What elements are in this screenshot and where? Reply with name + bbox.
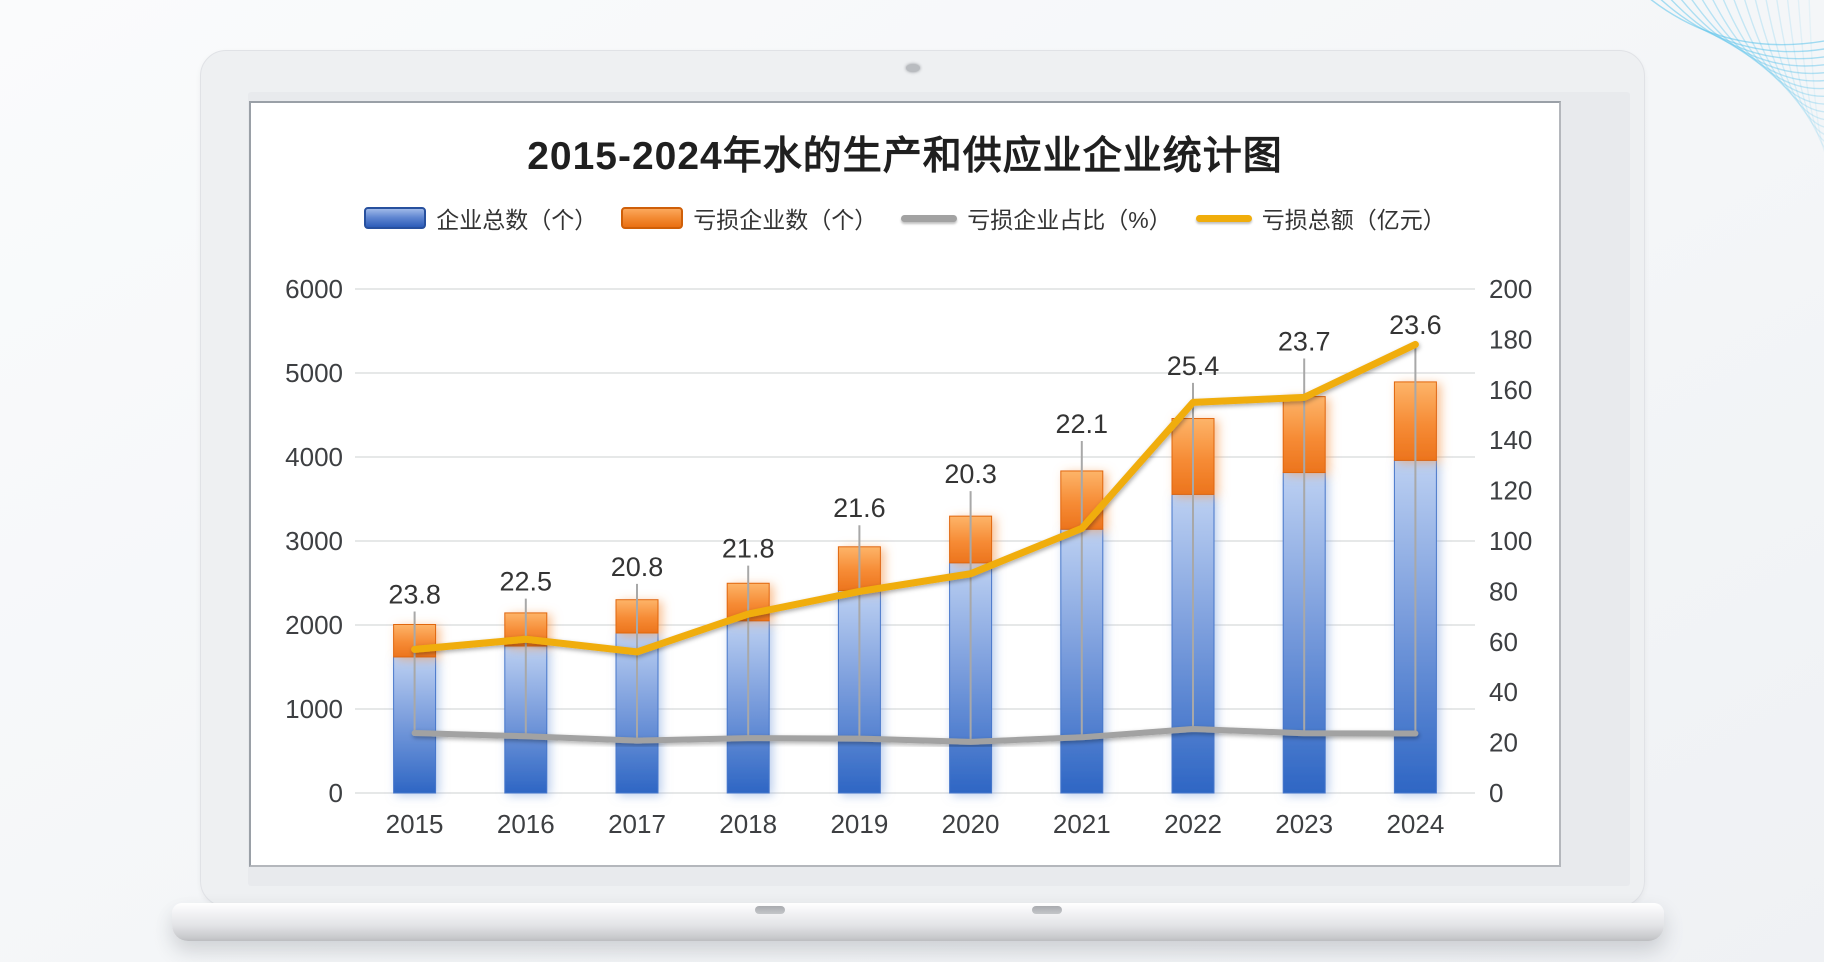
bar-orange-swatch-icon (621, 207, 684, 229)
ratio-data-label: 22.1 (1056, 409, 1109, 439)
legend-item-loss-enterprises: 亏损企业数（个） (621, 201, 877, 235)
ratio-data-label: 22.5 (500, 567, 553, 597)
corner-accent-curve (1670, 0, 1824, 60)
x-axis-tick-label: 2022 (1164, 809, 1222, 839)
corner-accent-curve (1691, 0, 1824, 75)
bar-blue-swatch-icon (364, 207, 427, 229)
line-yellow-swatch-icon (1195, 214, 1252, 222)
corner-accent-curve (1786, 0, 1824, 142)
x-axis-tick-label: 2021 (1053, 809, 1111, 839)
laptop-camera-icon (906, 64, 920, 72)
corner-accent-curve (1722, 0, 1824, 97)
left-axis-tick-label: 1000 (285, 694, 343, 724)
legend-item-loss-ratio: 亏损企业占比（%） (901, 201, 1172, 235)
right-axis-tick-label: 40 (1489, 677, 1518, 707)
right-axis-tick-label: 120 (1489, 476, 1532, 506)
corner-accent-curve (1797, 0, 1824, 148)
corner-accent-curve (1660, 0, 1824, 53)
legend-item-total-enterprises: 企业总数（个） (364, 201, 597, 235)
left-axis-tick-label: 2000 (285, 610, 343, 640)
left-axis-tick-label: 6000 (285, 274, 343, 304)
line-gray-swatch-icon (901, 214, 958, 222)
x-axis-tick-label: 2019 (830, 809, 888, 839)
right-axis-tick-label: 100 (1489, 526, 1532, 556)
right-axis-tick-label: 180 (1489, 324, 1532, 354)
ratio-data-label: 23.8 (388, 579, 441, 609)
x-axis-tick-label: 2020 (942, 809, 1000, 839)
corner-accent-curve (1680, 0, 1824, 67)
right-axis-tick-label: 0 (1489, 778, 1503, 808)
ratio-data-label: 20.8 (611, 552, 664, 582)
ratio-data-label: 25.4 (1167, 351, 1220, 381)
corner-accent-curve (1744, 0, 1824, 113)
chart-legend: 企业总数（个） 亏损企业数（个） 亏损企业占比（%） 亏损总额（亿元） (251, 201, 1559, 235)
legend-label: 亏损总额（亿元） (1261, 207, 1446, 233)
corner-accent-curve (1754, 0, 1824, 121)
right-axis-tick-label: 140 (1489, 425, 1532, 455)
left-axis-tick-label: 0 (329, 778, 343, 808)
x-axis-tick-label: 2015 (386, 809, 444, 839)
legend-label: 企业总数（个） (436, 207, 598, 233)
chart-title: 2015-2024年水的生产和供应业企业统计图 (527, 135, 1283, 178)
laptop-hinge-notch-right (1032, 906, 1062, 914)
x-axis-tick-label: 2018 (719, 809, 777, 839)
corner-accent-curve (1712, 0, 1824, 90)
left-axis-tick-label: 4000 (285, 442, 343, 472)
chart-panel: 6000 5000 4000 3000 2000 1000 0 200 180 160 140 120… (249, 101, 1561, 867)
x-axis-tick-label: 2023 (1275, 809, 1333, 839)
legend-label: 亏损企业数（个） (693, 207, 878, 233)
ratio-data-label: 23.7 (1278, 326, 1331, 356)
corner-accent-curve (1776, 0, 1824, 135)
right-axis-tick-label: 20 (1489, 728, 1518, 758)
corner-accent-curve (1733, 0, 1824, 105)
corner-accent-curve (1808, 0, 1824, 152)
x-axis-tick-label: 2017 (608, 809, 666, 839)
chart-plot-area: 6000500040003000200010000200180160140120… (285, 274, 1532, 839)
left-axis-tick-label: 5000 (285, 358, 343, 388)
loss-total-line (411, 340, 1419, 656)
ratio-data-label: 21.8 (722, 534, 775, 564)
corner-accent-curve (1701, 0, 1824, 82)
left-axis-tick-label: 3000 (285, 526, 343, 556)
right-axis-tick-label: 200 (1489, 274, 1532, 304)
right-axis-tick-label: 160 (1489, 375, 1532, 405)
loss-ratio-line (411, 725, 1419, 745)
ratio-data-label: 21.6 (833, 493, 886, 523)
corner-accent-curve (1650, 0, 1824, 46)
x-axis-tick-label: 2016 (497, 809, 555, 839)
x-axis-tick-label: 2024 (1386, 809, 1444, 839)
legend-item-loss-total: 亏损总额（亿元） (1195, 201, 1446, 235)
laptop-hinge-notch-left (755, 906, 785, 914)
legend-label: 亏损企业占比（%） (967, 207, 1172, 233)
ratio-data-label: 23.6 (1389, 310, 1442, 340)
right-axis-tick-label: 60 (1489, 627, 1518, 657)
corner-accent-curve (1765, 0, 1824, 128)
right-axis-tick-label: 80 (1489, 576, 1518, 606)
ratio-data-label: 20.3 (944, 459, 997, 489)
laptop-base (172, 903, 1664, 941)
